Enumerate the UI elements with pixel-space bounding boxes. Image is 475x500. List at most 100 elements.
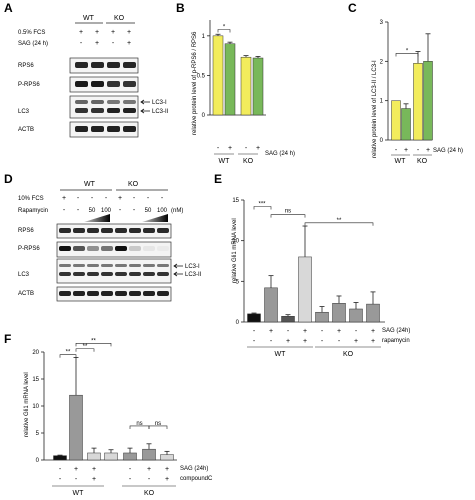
panel-d-band-lc3i — [59, 264, 71, 267]
panel-a-band-lc3ii: LC3-II — [152, 109, 169, 115]
panel-f-ylabel: relative Gli1 mRNA level — [24, 372, 30, 437]
panel-d-sign: - — [91, 195, 94, 202]
panel-c-bar — [391, 100, 401, 141]
panel-f-sig-label: ns — [155, 421, 161, 427]
panel-e-row-label: SAG (24h) — [382, 328, 410, 334]
panel-c-ylabel: relative protein level of LC3-II / LC3-I — [372, 60, 378, 158]
panel-d-band-lc3i — [143, 264, 155, 267]
panel-d-band-lc3ii — [87, 272, 99, 276]
panel-c-xsign: + — [426, 147, 430, 154]
panel-f-ytick-label: 20 — [32, 350, 39, 356]
panel-b-ylabel: relative protein level of p-RPS6 / RPS6 — [192, 31, 198, 135]
panel-f-xsign: - — [129, 476, 132, 483]
panel-d-band-lc3i: LC3-I — [185, 264, 200, 270]
panel-b-bar — [240, 56, 252, 116]
panel-d-band-rps6 — [157, 228, 169, 233]
panel-f-xsign: - — [59, 466, 62, 473]
panel-c-ytick-label: 3 — [380, 20, 384, 26]
panel-d-blot-prps6: P-RPS6 — [18, 246, 40, 252]
panel-d-band-lc3ii — [129, 272, 141, 276]
panel-e-xsign: - — [355, 328, 358, 335]
panel-c-bar — [413, 63, 423, 141]
panel-d-band-prps6 — [143, 246, 155, 251]
panel-b-ytick-label: 0 — [202, 113, 206, 119]
panel-c-sig-label: * — [406, 48, 409, 54]
panel-c-bar — [423, 61, 433, 141]
panel-e-ytick-label: 5 — [236, 279, 240, 285]
panel-b-ytick-label: 0.5 — [197, 73, 206, 79]
panel-d-band-prps6 — [73, 246, 85, 251]
panel-d-band-lc3i — [73, 264, 85, 267]
panel-d-band-lc3i — [157, 264, 169, 267]
panel-d-band-lc3ii — [143, 272, 155, 276]
panel-d-ramp-wt-icon — [84, 214, 110, 222]
panel-d-arrow-lc3ii-icon — [173, 271, 183, 277]
panel-f-ytick-label: 5 — [36, 431, 40, 437]
panel-f-group: WT — [73, 490, 85, 497]
panel-c-xsign: + — [404, 147, 408, 154]
panel-e-sig-bracket — [253, 206, 272, 210]
panel-d-sign: - — [105, 195, 108, 202]
panel-c: C relative protein level of LC3-II / LC3… — [348, 1, 463, 165]
panel-d-band-actb — [143, 291, 155, 296]
panel-d-band-rps6 — [129, 228, 141, 233]
panel-f-xsign: + — [147, 466, 151, 473]
panel-b-bar — [212, 35, 224, 116]
panel-f-bar — [69, 394, 83, 461]
panel-e-xsign: + — [303, 328, 307, 335]
panel-d-band-actb — [59, 291, 71, 296]
panel-a-group-wt: WT — [83, 15, 95, 22]
panel-e-xsign: - — [338, 338, 341, 345]
panel-a-sign: - — [80, 40, 83, 47]
panel-f-bar — [104, 452, 118, 461]
panel-d-band-lc3i — [101, 264, 113, 267]
panel-a-blot-prps6: P-RPS6 — [18, 82, 40, 88]
panel-e-letter: E — [214, 172, 222, 186]
panel-e-bar — [264, 287, 278, 323]
panel-d-blot-box — [56, 223, 172, 239]
panel-d-sign: 100 — [101, 208, 112, 214]
panel-d-blots — [56, 223, 172, 302]
panel-c-bar — [401, 108, 411, 141]
panel-d-band-rps6 — [73, 228, 85, 233]
panel-e-xsign: - — [253, 328, 256, 335]
panel-e-sig-label: ** — [337, 218, 342, 224]
panel-e-sig-bracket — [304, 222, 374, 226]
panel-d-sign: + — [62, 195, 66, 202]
panel-f-sig-bracket — [59, 354, 77, 358]
panel-a-row-fcs: 0.5% FCS — [18, 30, 45, 36]
panel-a-group-ko: KO — [114, 15, 125, 22]
panel-a-arrow-lc3ii-icon — [140, 108, 150, 114]
panel-f-ytick-label: 15 — [32, 377, 39, 383]
panel-d-blot-rps6: RPS6 — [18, 228, 34, 234]
panel-f-sig-bracket — [75, 343, 112, 347]
panel-e-xsign: - — [270, 338, 273, 345]
panel-b-bar — [252, 57, 264, 116]
panel-b-letter: B — [176, 1, 185, 15]
panel-f-bar — [142, 448, 156, 461]
panel-e-bar — [315, 311, 329, 323]
panel-d-band-rps6 — [101, 228, 113, 233]
panel-a-blot-actb: ACTB — [18, 127, 34, 133]
panel-d-band-prps6 — [59, 246, 71, 251]
panel-d-band-rps6 — [143, 228, 155, 233]
panel-f-xsign: + — [165, 476, 169, 483]
panel-f-sig-label: ns — [136, 421, 142, 427]
panel-d-band-lc3ii: LC3-II — [185, 272, 202, 278]
panel-b-treatment: SAG (24 h) — [265, 151, 295, 157]
panel-d-row-fcs: 10% FCS — [18, 196, 44, 202]
panel-d-band-actb — [87, 291, 99, 296]
panel-d-band-lc3ii — [101, 272, 113, 276]
panel-a-sign: + — [95, 29, 99, 36]
panel-e-sig-label: *** — [258, 202, 266, 208]
panel-b-sig-label: * — [223, 25, 226, 31]
panel-a-blot-prps6-box — [69, 76, 139, 93]
panel-d-sign: - — [147, 195, 150, 202]
panel-a-band-lc3i: LC3-I — [152, 100, 167, 106]
panel-d-unit: (nM) — [171, 208, 183, 214]
panel-e-xsign: - — [321, 338, 324, 345]
panel-a-sign: + — [127, 29, 131, 36]
